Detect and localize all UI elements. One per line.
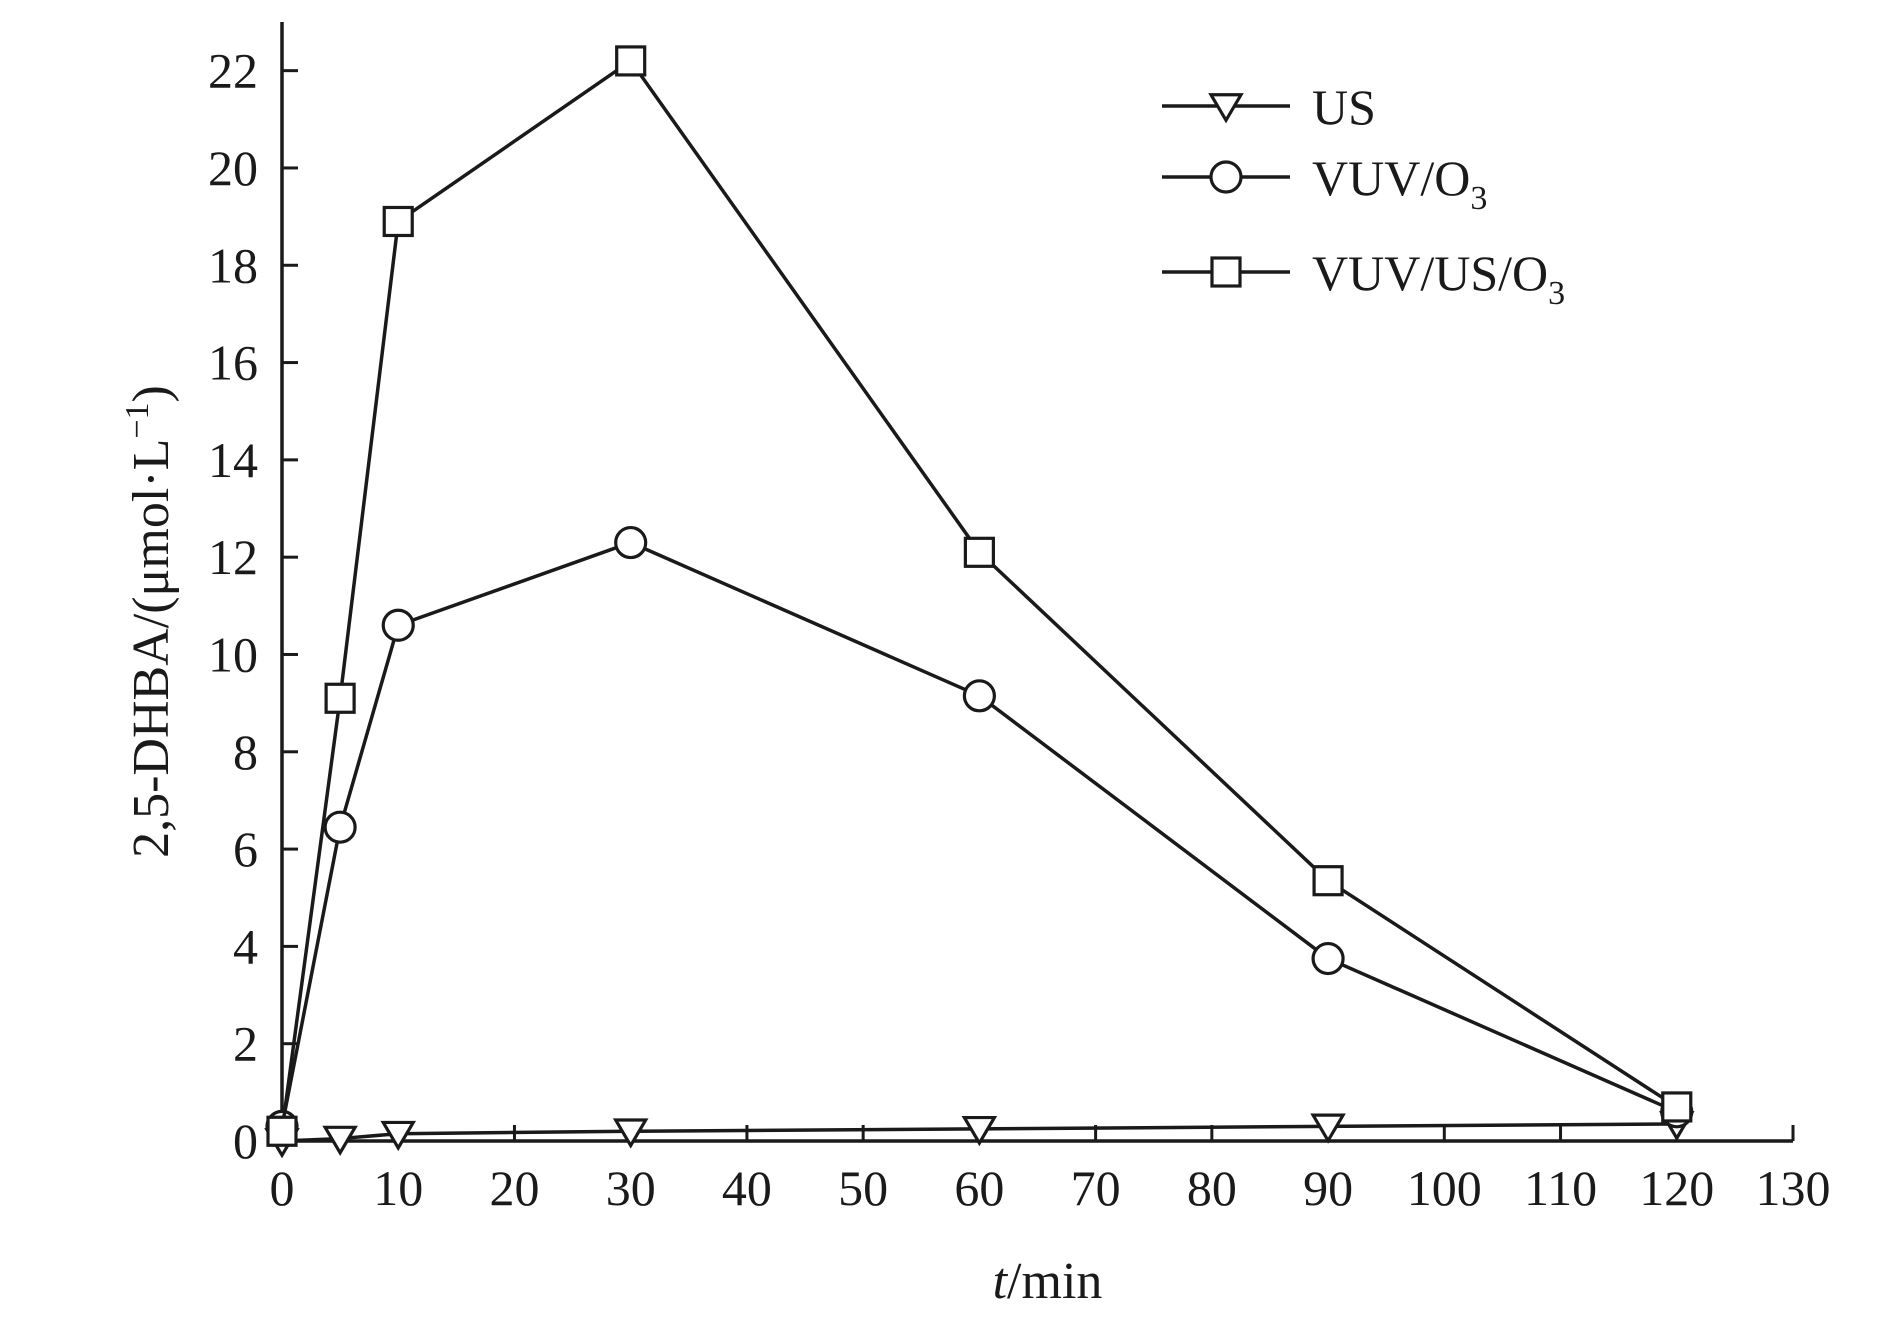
- y-tick-label: 18: [208, 237, 258, 293]
- series-line: [280, 540, 1678, 1127]
- data-point: [1312, 865, 1344, 897]
- y-axis-title: 2,5-DHBA/(μmol·L−1): [119, 385, 180, 858]
- x-axis-title: t/min: [993, 1253, 1103, 1310]
- series-vuv-o3: [265, 525, 1694, 1144]
- axes: 0 10 20 30 40 50 60 70 80 90 100 110 120 130 0 2 4 6 8 10 12…: [119, 22, 1831, 1310]
- y-axis-title-sup: −1: [119, 402, 156, 438]
- y-tick-label: 0: [233, 1113, 258, 1169]
- legend-label-subscript: 3: [1470, 180, 1487, 217]
- y-tick-label: 22: [208, 43, 258, 99]
- data-point: [612, 1118, 649, 1149]
- legend-label: VUV/US/O3: [1312, 245, 1565, 312]
- y-tick-label: 10: [208, 626, 258, 682]
- data-point: [963, 536, 995, 568]
- x-axis-title-unit: /min: [1007, 1253, 1102, 1310]
- data-point: [1661, 1091, 1693, 1123]
- legend-item: VUV/O3: [1162, 150, 1487, 217]
- data-point: [323, 810, 357, 844]
- x-tick-label: 20: [489, 1160, 539, 1216]
- series-layer: [264, 45, 1695, 1159]
- x-tick-label: 90: [1303, 1160, 1353, 1216]
- y-axis-title-close: ): [123, 385, 180, 402]
- y-axis-title-main: 2,5-DHBA/(μmol·L: [123, 439, 180, 858]
- x-tick-label: 50: [838, 1160, 888, 1216]
- legend-label: US: [1312, 79, 1376, 135]
- legend-item: VUV/US/O3: [1162, 245, 1565, 312]
- legend-marker: [1208, 93, 1244, 124]
- x-tick-label: 40: [722, 1160, 772, 1216]
- data-point: [381, 608, 415, 642]
- data-point: [324, 682, 356, 714]
- data-point: [614, 525, 648, 560]
- legend-marker: [1210, 256, 1242, 288]
- legend-marker: [1209, 160, 1243, 194]
- x-tick-label: 110: [1524, 1160, 1597, 1216]
- data-point: [382, 205, 414, 238]
- series-us: [264, 1111, 1695, 1159]
- data-point: [380, 1120, 417, 1152]
- legend-label-text: VUV/US/O: [1312, 245, 1548, 301]
- x-tick-label: 0: [270, 1160, 295, 1216]
- data-point: [1311, 941, 1345, 976]
- y-tick-label: 8: [233, 724, 258, 780]
- legend-label-text: VUV/O: [1312, 150, 1470, 206]
- data-point: [266, 1115, 298, 1147]
- x-tick-label: 60: [954, 1160, 1004, 1216]
- x-tick-label: 130: [1756, 1160, 1831, 1216]
- x-tick-label: 30: [606, 1160, 656, 1216]
- x-tick-label: 80: [1187, 1160, 1237, 1216]
- y-tick-label: 14: [208, 432, 258, 488]
- y-tick-label: 12: [208, 529, 258, 585]
- x-tick-label: 10: [373, 1160, 423, 1216]
- legend-label-subscript: 3: [1548, 275, 1565, 312]
- data-point: [961, 1115, 998, 1147]
- y-tick-label: 4: [233, 918, 258, 974]
- legend-item: US: [1162, 79, 1376, 135]
- data-point: [322, 1125, 358, 1156]
- series-line: [280, 59, 1678, 1132]
- x-tick-label: 120: [1639, 1160, 1714, 1216]
- y-tick-label: 16: [208, 335, 258, 391]
- x-axis-title-var: t: [993, 1253, 1009, 1310]
- data-point: [1310, 1113, 1346, 1144]
- x-tick-label: 100: [1407, 1160, 1482, 1216]
- y-tick-label: 20: [208, 140, 258, 196]
- data-point: [615, 45, 647, 77]
- legend-label: VUV/O3: [1312, 150, 1487, 217]
- legend-label-text: US: [1312, 79, 1376, 135]
- x-tick-label: 70: [1071, 1160, 1121, 1216]
- data-point: [962, 679, 996, 713]
- series-vuv-us-o3: [266, 45, 1693, 1147]
- y-tick-label: 2: [233, 1016, 258, 1072]
- y-tick-label: 6: [233, 821, 258, 877]
